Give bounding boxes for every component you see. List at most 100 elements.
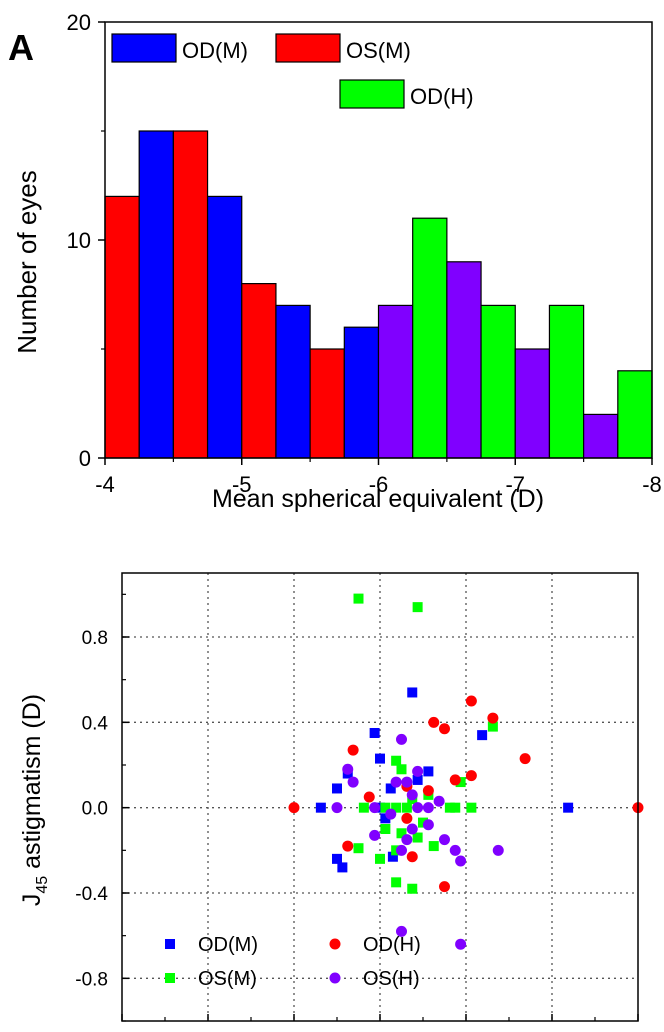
legend-label: OD(M) — [182, 38, 248, 63]
legend-marker — [329, 938, 341, 950]
y-tick-label: -0.8 — [75, 969, 108, 990]
scatter-point — [455, 777, 466, 788]
scatter-point — [342, 763, 354, 775]
x-axis-label: Mean spherical equivalent (D) — [212, 485, 544, 513]
scatter-point — [315, 802, 326, 813]
scatter-point — [407, 687, 418, 698]
scatter-point — [391, 877, 402, 888]
x-tick-label: -8 — [642, 472, 662, 497]
scatter-point — [332, 783, 342, 794]
scatter-point — [353, 843, 364, 854]
scatter-point — [385, 783, 396, 794]
bar — [138, 130, 174, 459]
scatter-point — [449, 774, 461, 786]
scatter-point — [428, 841, 439, 852]
legend-label: OS(H) — [363, 968, 420, 990]
y-tick-label: 0.4 — [82, 713, 109, 734]
scatter-point — [492, 844, 504, 856]
scatter-point — [401, 776, 413, 788]
bar — [172, 130, 209, 459]
scatter-point — [422, 802, 434, 814]
scatter-point — [412, 765, 424, 777]
scatter-point — [465, 695, 477, 707]
scatter-point — [288, 802, 300, 814]
legend-label: OS(M) — [198, 968, 257, 990]
legend-swatch — [111, 33, 177, 63]
legend-label: OD(M) — [198, 934, 258, 956]
scatter-point — [331, 802, 343, 814]
scatter-point — [433, 795, 445, 807]
scatter-point — [342, 840, 354, 852]
scatter-point — [422, 819, 434, 831]
scatter-point — [439, 881, 450, 893]
scatter-point — [391, 755, 402, 766]
legend-label: OD(H) — [410, 84, 474, 109]
scatter-point — [353, 593, 364, 604]
scatter-point — [423, 766, 434, 777]
scatter-point — [407, 883, 418, 894]
scatter-point — [406, 789, 418, 801]
scatter-point — [439, 723, 450, 735]
scatter-point — [466, 802, 477, 813]
scatter-point — [455, 938, 467, 950]
bar — [104, 195, 140, 459]
legend-swatch — [339, 79, 405, 109]
legend-marker — [165, 973, 175, 983]
y-axis-label: J45 astigmatism (D) — [18, 694, 51, 906]
legend-label: OD(H) — [363, 934, 421, 956]
bar — [275, 304, 311, 459]
scatter-point — [412, 802, 424, 814]
bar — [412, 217, 448, 459]
scatter-point — [396, 925, 407, 937]
scatter-point — [387, 851, 398, 862]
scatter-point — [375, 853, 385, 864]
x-tick-label: -6 — [369, 472, 389, 497]
scatter-point — [385, 808, 397, 820]
scatter-point — [563, 802, 574, 813]
scatter-point — [390, 776, 402, 788]
x-tick-label: -7 — [505, 472, 525, 497]
scatter-point — [396, 844, 407, 856]
scatter-point — [347, 744, 359, 756]
scatter-point — [465, 770, 477, 782]
scatter-point — [337, 862, 348, 873]
panel-label: A — [8, 27, 34, 68]
scatter-point — [380, 824, 391, 834]
y-axis-label: Number of eyes — [12, 170, 42, 354]
scatter-point — [477, 730, 488, 741]
scatter-point — [369, 829, 381, 841]
legend-label: OS(M) — [346, 38, 411, 63]
scatter-point — [369, 802, 381, 814]
scatter-point — [449, 844, 461, 856]
y-tick-label: 0.8 — [82, 628, 108, 649]
scatter-point — [380, 813, 391, 824]
y-tick-label: 0.0 — [82, 799, 108, 820]
scatter-point — [406, 851, 418, 863]
scatter-point — [406, 823, 418, 835]
scatter-point — [369, 728, 380, 738]
legend-marker — [329, 972, 341, 984]
scatter-point — [439, 834, 450, 846]
y-tick-label: 0 — [79, 446, 91, 471]
scatter-point — [391, 802, 402, 813]
histogram-chart: -4 -5 -6 -7 -8 0 10 20 Mean spherical equivalent… — [8, 10, 662, 513]
scatter-point — [363, 791, 375, 803]
legend-marker — [165, 939, 175, 949]
scatter-point — [396, 828, 407, 839]
scatter-point — [519, 753, 531, 765]
scatter-point — [487, 721, 498, 732]
scatter-point — [422, 785, 434, 797]
scatter-point — [455, 855, 467, 867]
scatter-point — [375, 753, 385, 764]
scatter-point — [401, 812, 413, 824]
scatter-point — [412, 832, 423, 843]
scatter-point — [401, 834, 413, 846]
x-tick-label: -4 — [95, 472, 115, 497]
scatter-point — [396, 764, 407, 775]
x-tick-label: -5 — [232, 472, 252, 497]
y-tick-label: -0.4 — [75, 884, 108, 905]
bar — [548, 304, 585, 459]
y-tick-label: 10 — [67, 228, 91, 253]
scatter-point — [358, 802, 369, 813]
